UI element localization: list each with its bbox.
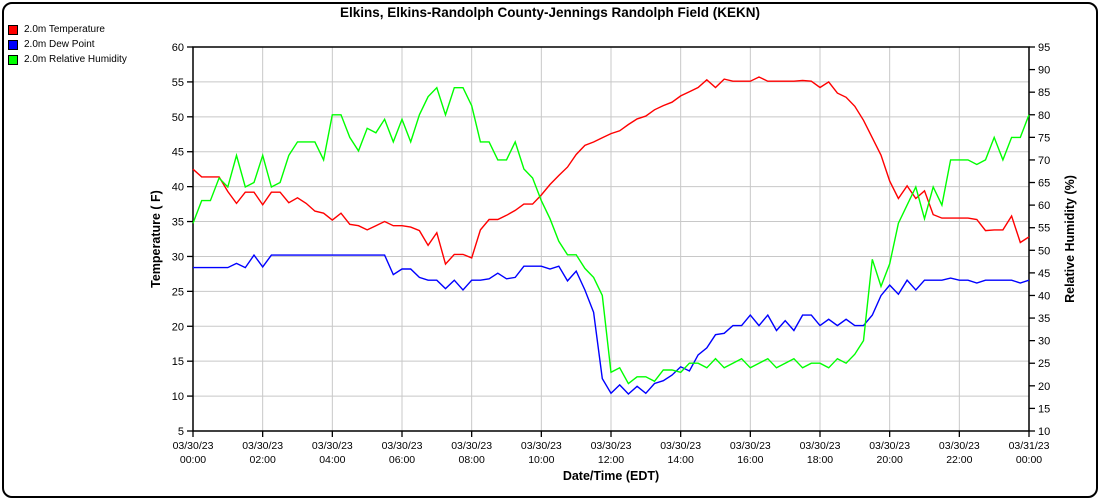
x-tick-label-date: 03/30/23 (451, 440, 492, 452)
y-left-tick-label: 50 (172, 112, 184, 124)
x-tick-label-time: 14:00 (668, 454, 694, 466)
y-right-tick-label: 70 (1038, 155, 1050, 167)
y-left-tick-label: 15 (172, 356, 184, 368)
x-tick-label-date: 03/30/23 (382, 440, 423, 452)
x-tick-label-date: 03/30/23 (591, 440, 632, 452)
y-right-tick-label: 15 (1038, 403, 1050, 415)
y-left-tick-label: 20 (172, 321, 184, 333)
x-tick-label-time: 00:00 (180, 454, 206, 466)
x-tick-label-time: 06:00 (389, 454, 415, 466)
y-left-tick-label: 25 (172, 286, 184, 298)
x-tick-label-date: 03/30/23 (660, 440, 701, 452)
x-tick-label-date: 03/31/23 (1009, 440, 1050, 452)
x-tick-label-date: 03/30/23 (312, 440, 353, 452)
x-tick-label-time: 18:00 (807, 454, 833, 466)
y-left-tick-label: 55 (172, 77, 184, 89)
y-right-tick-label: 50 (1038, 245, 1050, 257)
temperature-swatch-icon (8, 24, 18, 35)
x-tick-label-time: 10:00 (528, 454, 554, 466)
x-tick-label-time: 08:00 (459, 454, 485, 466)
x-tick-label-time: 00:00 (1016, 454, 1042, 466)
y-left-tick-label: 35 (172, 217, 184, 229)
y-right-tick-label: 45 (1038, 268, 1050, 280)
dew-point-swatch-icon (8, 39, 18, 50)
y-left-tick-label: 5 (178, 426, 184, 438)
x-tick-label-date: 03/30/23 (939, 440, 980, 452)
y-right-tick-label: 90 (1038, 65, 1050, 77)
chart-title: Elkins, Elkins-Randolph County-Jennings … (339, 5, 760, 20)
legend-item-dew-point: 2.0m Dew Point (8, 37, 127, 52)
x-tick-label-time: 04:00 (319, 454, 345, 466)
y-left-tick-label: 40 (172, 182, 184, 194)
legend-item-temperature: 2.0m Temperature (8, 22, 127, 37)
legend-item-relative-humidity: 2.0m Relative Humidity (8, 52, 127, 67)
x-tick-label-time: 20:00 (877, 454, 903, 466)
y-right-tick-label: 40 (1038, 290, 1050, 302)
temperature-line (192, 76, 1030, 266)
x-tick-label-date: 03/30/23 (800, 440, 841, 452)
legend-label-temperature: 2.0m Temperature (24, 24, 105, 35)
y-left-tick-label: 45 (172, 147, 184, 159)
x-tick-label-date: 03/30/23 (173, 440, 214, 452)
x-tick-label-date: 03/30/23 (521, 440, 562, 452)
y-right-tick-label: 85 (1038, 87, 1050, 99)
y-right-tick-label: 35 (1038, 313, 1050, 325)
legend-label-relative-humidity: 2.0m Relative Humidity (24, 54, 127, 65)
y-left-tick-label: 10 (172, 391, 184, 403)
dew-point-line (193, 253, 1030, 395)
y-right-tick-label: 65 (1038, 178, 1050, 190)
x-axis-label: Date/Time (EDT) (562, 469, 660, 483)
y-left-tick-label: 30 (172, 251, 184, 263)
y-right-tick-label: 75 (1038, 132, 1050, 144)
x-tick-label-date: 03/30/23 (242, 440, 283, 452)
x-tick-label-time: 02:00 (250, 454, 276, 466)
legend-label-dew-point: 2.0m Dew Point (24, 39, 95, 50)
relative-humidity-swatch-icon (8, 54, 18, 65)
x-tick-label-time: 12:00 (598, 454, 624, 466)
legend: 2.0m Temperature 2.0m Dew Point 2.0m Rel… (8, 22, 127, 67)
y-right-tick-label: 60 (1038, 200, 1050, 212)
y-right-tick-label: 10 (1038, 426, 1050, 438)
x-tick-label-date: 03/30/23 (730, 440, 771, 452)
y-right-tick-label: 80 (1038, 110, 1050, 122)
y-right-tick-label: 95 (1038, 42, 1050, 54)
y-right-tick-label: 30 (1038, 336, 1050, 348)
relative-humidity-line (192, 86, 1030, 385)
x-tick-label-date: 03/30/23 (869, 440, 910, 452)
x-tick-label-time: 22:00 (946, 454, 972, 466)
x-tick-label-time: 16:00 (737, 454, 763, 466)
y-left-tick-label: 60 (172, 42, 184, 54)
y-right-tick-label: 25 (1038, 358, 1050, 370)
y-right-tick-label: 20 (1038, 381, 1050, 393)
y-right-tick-label: 55 (1038, 223, 1050, 235)
